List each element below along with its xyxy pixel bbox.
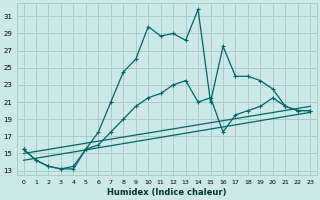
X-axis label: Humidex (Indice chaleur): Humidex (Indice chaleur)	[107, 188, 227, 197]
